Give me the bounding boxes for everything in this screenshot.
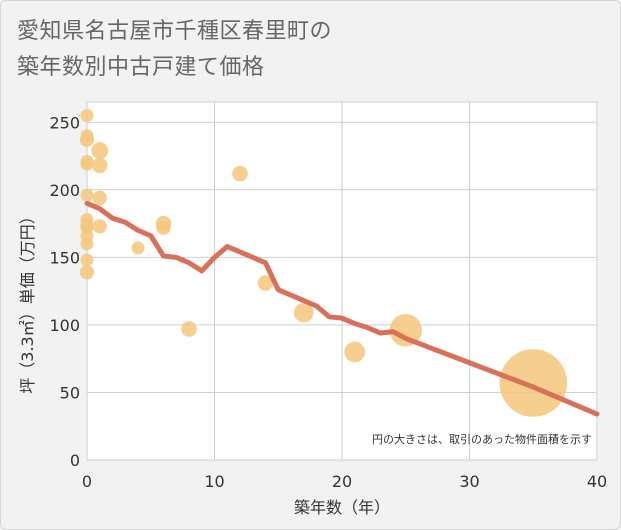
data-bubble xyxy=(91,157,108,174)
data-bubble xyxy=(499,349,568,417)
data-bubble xyxy=(131,241,145,255)
title-line-1: 愛知県名古屋市千種区春里町の xyxy=(17,19,333,44)
data-bubble xyxy=(344,341,366,363)
data-bubble xyxy=(79,265,95,280)
data-bubble xyxy=(80,237,94,251)
y-tick-label: 150 xyxy=(49,248,80,267)
x-axis-label: 築年数（年） xyxy=(294,498,390,517)
size-legend-note: 円の大きさは、取引のあった物件面積を示す xyxy=(372,432,592,446)
y-tick-label: 100 xyxy=(49,316,80,335)
x-tick-label: 10 xyxy=(204,472,224,491)
x-tick-label: 30 xyxy=(459,472,479,491)
y-tick-label: 200 xyxy=(49,181,80,200)
data-bubble xyxy=(156,220,171,235)
x-tick-labels: 0 10 20 30 40 xyxy=(82,472,607,491)
bubble-series xyxy=(79,109,568,417)
data-bubble xyxy=(92,219,107,234)
data-bubble xyxy=(80,188,94,202)
data-bubble xyxy=(79,132,95,147)
y-tick-labels: 0 50 100 150 200 250 xyxy=(49,113,80,470)
data-bubble xyxy=(181,321,197,337)
x-tick-label: 0 xyxy=(82,472,92,491)
data-bubble xyxy=(389,314,422,347)
x-tick-label: 20 xyxy=(332,472,352,491)
data-bubble xyxy=(80,109,94,123)
data-bubble xyxy=(80,253,94,267)
y-tick-label: 250 xyxy=(49,113,80,132)
data-bubble xyxy=(80,157,94,171)
y-tick-label: 50 xyxy=(60,383,80,402)
trend-line xyxy=(84,200,600,417)
data-bubble xyxy=(91,142,109,160)
y-tick-label: 0 xyxy=(70,451,80,470)
data-bubble xyxy=(232,165,248,182)
data-bubble xyxy=(92,190,107,206)
chart-title: 愛知県名古屋市千種区春里町の 築年数別中古戸建て価格 xyxy=(17,14,332,86)
title-line-2: 築年数別中古戸建て価格 xyxy=(17,55,265,80)
y-axis-label: 坪（3.3㎡）単価（万円） xyxy=(18,208,37,393)
data-bubble xyxy=(257,275,274,291)
data-bubble xyxy=(294,302,314,323)
x-tick-label: 40 xyxy=(587,472,607,491)
